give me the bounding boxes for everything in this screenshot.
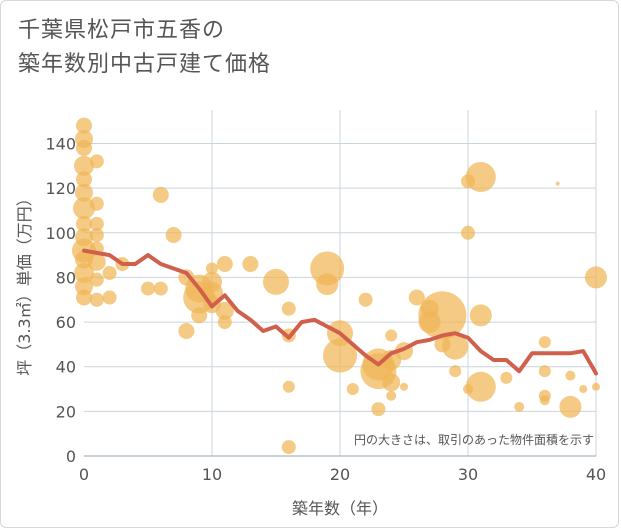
- average-line-layer: [82, 248, 598, 376]
- x-tick-label: 10: [202, 465, 222, 484]
- bubble-point: [385, 329, 398, 342]
- bubble-point: [559, 395, 582, 418]
- x-tick-label: 40: [586, 465, 606, 484]
- x-axis-title: 築年数（年）: [292, 499, 388, 518]
- bubble-point: [579, 385, 588, 394]
- bubble-point: [89, 228, 104, 243]
- bubble-point: [465, 161, 496, 192]
- bubble-point: [585, 266, 607, 289]
- bubble-point: [469, 304, 492, 327]
- bubble-point: [442, 333, 469, 360]
- bubble-point: [316, 273, 339, 296]
- bubble-point: [400, 382, 408, 391]
- bubble-point: [89, 196, 104, 211]
- bubble-point: [282, 380, 295, 393]
- y-tick-label: 20: [56, 402, 76, 421]
- bubble-point: [141, 281, 155, 296]
- chart-title-line-1: 千葉県松戸市五香の: [18, 18, 226, 43]
- bubble-point: [500, 371, 513, 384]
- bubble-point: [76, 289, 92, 306]
- size-note: 円の大きさは、取引のあった物件面積を示す: [354, 432, 594, 447]
- bubble-point: [461, 225, 475, 240]
- bubble-point: [555, 181, 560, 186]
- bubble-point: [165, 227, 182, 244]
- bubble-point: [592, 382, 600, 391]
- bubble-point: [152, 186, 169, 203]
- x-tick-label: 20: [330, 465, 350, 484]
- bubble-point: [206, 262, 218, 275]
- bubble-point: [346, 383, 359, 396]
- bubble-point: [539, 395, 550, 406]
- bubble-point: [89, 292, 104, 307]
- bubble-point: [76, 139, 92, 156]
- bubble-point: [538, 336, 551, 349]
- bubble-point: [102, 265, 117, 280]
- y-tick-label: 120: [45, 179, 76, 198]
- bubble-point: [76, 215, 92, 232]
- chart-title: 千葉県松戸市五香の 築年数別中古戸建て価格: [18, 14, 271, 82]
- bubble-point: [408, 289, 425, 306]
- bubble-point: [75, 183, 93, 202]
- bubble-point: [310, 251, 345, 286]
- bubble-point: [216, 256, 233, 273]
- y-axis-title: 坪（3.3㎡）単価（万円）: [15, 190, 34, 375]
- bubble-point: [371, 402, 386, 417]
- bubble-point: [89, 272, 104, 287]
- bubble-point: [323, 338, 357, 373]
- axes: 0 20 40 60 80 100 120 140 0 10 20 30 40: [45, 134, 606, 484]
- bubble-point: [102, 290, 117, 305]
- bubble-point: [74, 155, 94, 176]
- bubble-point: [75, 277, 93, 296]
- bubble-point: [242, 256, 259, 273]
- bubble-point: [74, 262, 94, 283]
- bubble-point: [215, 301, 234, 320]
- bubble-point: [178, 322, 195, 339]
- bubble-point: [281, 301, 296, 316]
- bubble-point: [191, 307, 208, 324]
- bubble-point: [386, 390, 397, 401]
- y-tick-label: 40: [56, 358, 76, 377]
- bubble-point: [565, 370, 576, 381]
- bubble-point: [76, 117, 92, 134]
- bubble-point: [358, 292, 373, 307]
- bubble-point: [418, 291, 467, 340]
- y-tick-label: 140: [45, 134, 76, 153]
- average-price-line: [82, 248, 598, 376]
- bubble-point: [89, 216, 104, 231]
- bubble-point: [217, 315, 232, 330]
- bubble-point: [73, 197, 95, 220]
- bubble-point: [514, 401, 525, 412]
- bubble-point: [153, 281, 168, 296]
- bubble-point: [538, 365, 551, 378]
- y-tick-label: 80: [56, 268, 76, 287]
- bubble-point: [382, 373, 401, 392]
- bubble-point: [87, 252, 106, 271]
- y-tick-label: 0: [66, 447, 76, 466]
- y-tick-label: 100: [45, 224, 76, 243]
- bubble-point: [465, 371, 496, 402]
- y-tick-label: 60: [56, 313, 76, 332]
- chart-title-line-2: 築年数別中古戸建て価格: [18, 52, 272, 77]
- bubble-point: [263, 268, 289, 295]
- x-tick-label: 0: [79, 465, 89, 484]
- bubble-point: [76, 171, 92, 188]
- bubble-point: [89, 154, 104, 169]
- x-tick-label: 30: [458, 465, 478, 484]
- bubble-point: [281, 440, 296, 455]
- bubble-point: [449, 365, 462, 378]
